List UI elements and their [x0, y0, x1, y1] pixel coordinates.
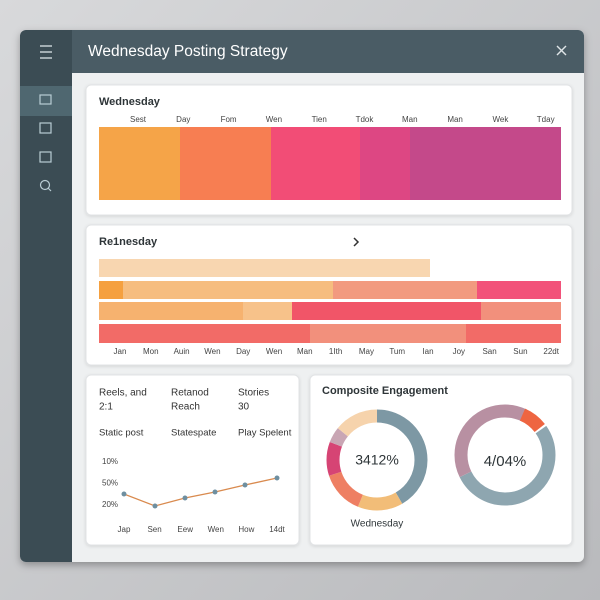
heat-strip — [99, 127, 561, 200]
x-label: Wen — [208, 525, 224, 534]
column-label: Wen — [266, 115, 282, 124]
column-label: Man — [447, 115, 463, 124]
column-label: Tdok — [356, 115, 375, 124]
trend-points — [121, 475, 280, 509]
stat-sublabel: Play Spelent — [238, 428, 292, 439]
nav-dashboard[interactable] — [39, 94, 52, 105]
axis-label: San — [482, 347, 496, 356]
x-label: How — [238, 525, 254, 534]
expand-chevron[interactable] — [353, 237, 360, 247]
heat-cell — [271, 127, 360, 200]
sidebar — [20, 30, 72, 562]
timeline-segment — [243, 302, 292, 320]
heat-cell — [99, 127, 180, 200]
y-label: 10% — [102, 457, 118, 466]
axis-label: Man — [297, 347, 313, 356]
close-button[interactable] — [556, 45, 567, 56]
timeline-segment — [477, 281, 561, 299]
stat-text: Retanod — [171, 388, 209, 399]
timeline-segment — [99, 324, 310, 343]
timeline-segment — [333, 281, 477, 299]
column-label: Day — [176, 115, 190, 124]
axis-label: Joy — [453, 347, 465, 356]
column-label: Sest — [130, 115, 147, 124]
donut-caption: Wednesday — [351, 519, 404, 530]
axis-label: Jan — [114, 347, 127, 356]
engagement-card — [309, 374, 573, 546]
axis-label: 1Ith — [329, 347, 342, 356]
sidebar-active — [20, 86, 72, 116]
timeline-segment — [466, 324, 561, 343]
timeline-segment — [99, 281, 123, 299]
stat-sublabel: Statespate — [171, 428, 216, 439]
heat-cell — [410, 127, 561, 200]
y-label: 20% — [102, 500, 118, 509]
y-label: 50% — [102, 479, 118, 488]
timeline-segment — [99, 302, 243, 320]
column-label: Man — [402, 115, 418, 124]
axis-label: Mon — [143, 347, 159, 356]
column-label: Wek — [492, 115, 509, 124]
card-title: Wednesday — [99, 96, 161, 108]
timeline-segment — [292, 302, 481, 320]
axis-label: Day — [236, 347, 250, 356]
timeline-bars — [99, 259, 561, 343]
menu-icon[interactable] — [40, 45, 52, 59]
column-label: Tien — [312, 115, 327, 124]
column-label: Tday — [537, 115, 555, 124]
donut-1 — [326, 409, 428, 511]
donut-center: 4/04% — [484, 453, 527, 470]
donut-2 — [454, 404, 556, 506]
nav-grid[interactable] — [39, 151, 52, 163]
sidebar-edge — [66, 30, 72, 562]
stat-text: Stories — [238, 388, 269, 399]
axis-label: 22dt — [543, 347, 559, 356]
x-label: Eew — [177, 525, 193, 534]
stat-text: Reach — [171, 402, 200, 413]
donut-center: 3412% — [355, 452, 399, 468]
stat-text: 2:1 — [99, 402, 113, 413]
x-label: 14dt — [269, 525, 285, 534]
x-label: Sen — [147, 525, 161, 534]
stat-text: Reels, and — [99, 388, 147, 399]
heat-cell — [360, 127, 410, 200]
axis-label: Sun — [513, 347, 527, 356]
stat-sublabel: Static post — [99, 428, 144, 439]
nav-search[interactable] — [39, 179, 51, 191]
stats-card — [85, 374, 300, 546]
column-label: Fom — [221, 115, 237, 124]
header-bar — [72, 30, 584, 73]
window-title: Wednesday Posting Strategy — [88, 43, 288, 60]
axis-label: Wen — [204, 347, 220, 356]
heat-cell — [180, 127, 271, 200]
axis-label: Auin — [174, 347, 190, 356]
timeline-segment — [123, 281, 333, 299]
timeline-segment — [310, 324, 466, 343]
axis-label: Ian — [422, 347, 433, 356]
nav-calendar[interactable] — [39, 122, 52, 134]
card-title: Re1nesday — [99, 236, 158, 248]
stat-text: 30 — [238, 402, 250, 413]
timeline-segment — [481, 302, 561, 320]
card-title: Composite Engagement — [322, 385, 448, 397]
axis-label: May — [359, 347, 374, 356]
x-label: Jap — [118, 525, 131, 534]
axis-label: Tum — [389, 347, 405, 356]
timeline-segment — [99, 259, 430, 277]
axis-label: Wen — [266, 347, 282, 356]
trend-line — [123, 477, 278, 507]
